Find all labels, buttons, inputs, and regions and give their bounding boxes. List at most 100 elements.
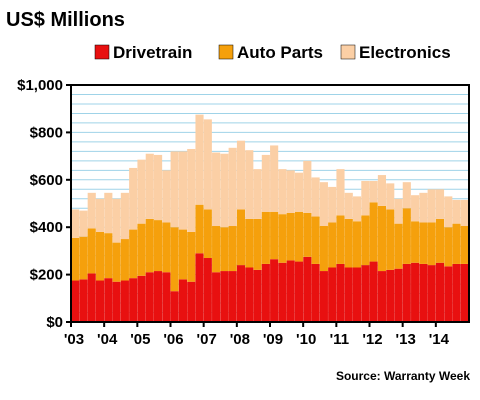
bar-electronics — [319, 182, 328, 227]
bar-auto-parts — [236, 209, 246, 266]
bar-electronics — [286, 170, 295, 213]
bar-auto-parts — [294, 211, 304, 262]
bar-electronics — [162, 170, 171, 223]
bar-electronics — [145, 153, 154, 219]
x-tick-label: '11 — [330, 331, 349, 348]
bar-drivetrain — [261, 263, 270, 322]
bar-auto-parts — [278, 214, 287, 263]
bar-electronics — [402, 182, 411, 209]
bar-auto-parts — [460, 226, 469, 264]
x-tick-label: '07 — [197, 331, 217, 348]
bar-electronics — [328, 186, 337, 223]
bar-drivetrain — [228, 271, 237, 322]
chart-title: US$ Millions — [6, 9, 125, 31]
bar-auto-parts — [319, 226, 328, 272]
bar-auto-parts — [195, 204, 204, 254]
bar-electronics — [386, 183, 395, 210]
bar-auto-parts — [112, 242, 121, 282]
bar-drivetrain — [444, 266, 453, 322]
x-tick-label: '06 — [163, 331, 183, 348]
bar-drivetrain — [353, 267, 362, 322]
bar-auto-parts — [95, 231, 105, 281]
bar-drivetrain — [427, 265, 436, 322]
bar-drivetrain — [270, 259, 279, 322]
bar-drivetrain — [87, 273, 96, 322]
bar-drivetrain — [294, 261, 304, 322]
legend-swatch-auto-parts — [218, 44, 234, 60]
bar-drivetrain — [311, 263, 320, 322]
y-tick-label: $600 — [30, 172, 63, 189]
bar-electronics — [311, 177, 320, 217]
bar-auto-parts — [228, 226, 237, 272]
bar-drivetrain — [112, 281, 121, 322]
bar-auto-parts — [344, 218, 353, 268]
bar-electronics — [129, 167, 138, 230]
bar-electronics — [253, 169, 262, 219]
bar-auto-parts — [336, 215, 345, 264]
bar-auto-parts — [328, 222, 337, 268]
bar-electronics — [87, 192, 96, 229]
bar-electronics — [452, 199, 461, 224]
bars — [71, 114, 469, 322]
bar-electronics — [170, 151, 179, 228]
bar-auto-parts — [71, 237, 80, 281]
bar-auto-parts — [369, 202, 378, 262]
x-tick-label: '14 — [429, 331, 450, 348]
bar-auto-parts — [435, 218, 445, 263]
bar-auto-parts — [261, 211, 270, 264]
bar-electronics — [444, 196, 453, 228]
y-tick-label: $1,000 — [17, 77, 63, 94]
bar-electronics — [236, 140, 246, 210]
bar-electronics — [303, 160, 312, 213]
bar-electronics — [435, 189, 445, 219]
bar-drivetrain — [394, 268, 403, 322]
bar-electronics — [427, 189, 436, 223]
legend-swatch-electronics — [340, 44, 356, 60]
bar-auto-parts — [402, 208, 411, 264]
bar-drivetrain — [278, 262, 287, 322]
bar-drivetrain — [377, 271, 386, 322]
bar-drivetrain — [435, 262, 445, 322]
bar-electronics — [411, 195, 420, 222]
bar-auto-parts — [394, 223, 403, 269]
bar-drivetrain — [336, 263, 345, 322]
bar-drivetrain — [253, 269, 262, 322]
legend-label-electronics: Electronics — [359, 43, 451, 62]
bar-drivetrain — [145, 272, 154, 322]
bar-auto-parts — [87, 228, 96, 274]
bar-auto-parts — [311, 216, 320, 264]
bar-drivetrain — [95, 280, 105, 322]
bar-electronics — [137, 159, 146, 224]
legend-swatch-drivetrain — [94, 44, 110, 60]
bar-auto-parts — [427, 222, 436, 266]
bar-auto-parts — [137, 223, 146, 276]
bar-drivetrain — [212, 272, 221, 322]
bar-electronics — [419, 192, 428, 223]
bar-electronics — [361, 180, 370, 216]
bar-drivetrain — [245, 267, 254, 322]
bar-electronics — [187, 148, 196, 232]
bar-electronics — [270, 145, 279, 212]
bar-electronics — [203, 119, 212, 210]
x-tick-label: '05 — [130, 331, 150, 348]
legend-label-drivetrain: Drivetrain — [113, 43, 192, 62]
bar-drivetrain — [328, 267, 337, 322]
bar-drivetrain — [286, 260, 295, 322]
bar-drivetrain — [344, 267, 353, 322]
x-tick-label: '13 — [396, 331, 416, 348]
bar-electronics — [353, 196, 362, 222]
bar-electronics — [178, 151, 187, 230]
bar-drivetrain — [236, 265, 246, 322]
bar-auto-parts — [245, 218, 254, 268]
bar-drivetrain — [120, 280, 129, 322]
bar-auto-parts — [203, 209, 212, 259]
bar-electronics — [245, 150, 254, 219]
source-note: Source: Warranty Week — [336, 369, 470, 383]
bar-electronics — [154, 154, 163, 221]
bar-auto-parts — [212, 226, 221, 273]
y-tick-label: $400 — [30, 219, 63, 236]
bar-auto-parts — [444, 227, 453, 267]
bar-electronics — [228, 147, 237, 227]
bar-auto-parts — [286, 212, 295, 261]
